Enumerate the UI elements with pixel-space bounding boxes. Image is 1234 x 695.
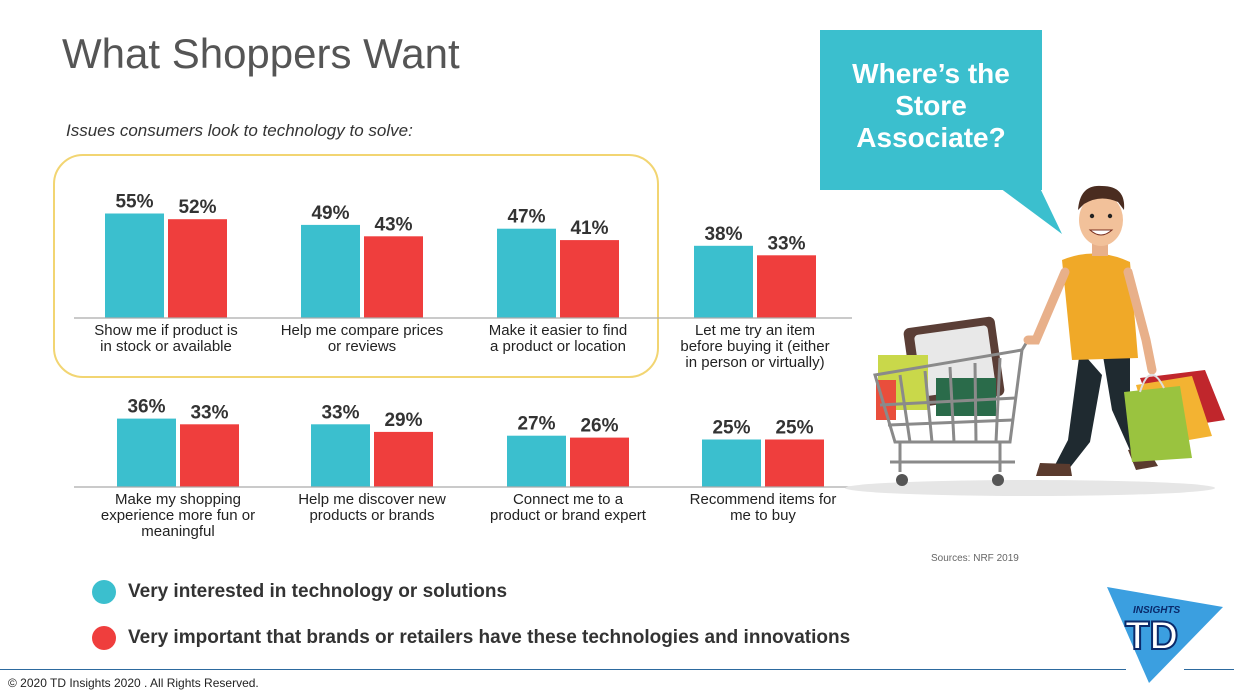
data-label-interested-6: 27% bbox=[517, 414, 555, 435]
bar-interested-5 bbox=[311, 424, 370, 487]
svg-text:TD: TD bbox=[1125, 614, 1178, 658]
data-label-important-1: 43% bbox=[374, 214, 412, 235]
bar-important-4 bbox=[180, 424, 239, 487]
svg-text:INSIGHTS: INSIGHTS bbox=[1133, 605, 1181, 616]
bar-important-5 bbox=[374, 431, 433, 487]
category-label-0-line-0: Show me if product is bbox=[94, 322, 237, 339]
category-label-5-line-1: products or brands bbox=[309, 507, 434, 524]
category-label-3-line-2: in person or virtually) bbox=[685, 354, 824, 371]
bar-important-2 bbox=[560, 240, 619, 318]
category-label-1-line-0: Help me compare prices bbox=[281, 322, 444, 339]
data-label-interested-2: 47% bbox=[507, 207, 545, 228]
bar-important-1 bbox=[364, 236, 423, 318]
category-label-5-line-0: Help me discover new bbox=[298, 491, 446, 508]
bar-interested-0 bbox=[105, 213, 164, 318]
data-label-interested-3: 38% bbox=[704, 224, 742, 245]
data-label-important-6: 26% bbox=[580, 416, 618, 437]
page-title: What Shoppers Want bbox=[62, 30, 460, 77]
category-label-7-line-0: Recommend items for bbox=[690, 491, 837, 508]
legend-label-interested: Very interested in technology or solutio… bbox=[128, 581, 508, 602]
category-label-6-line-1: product or brand expert bbox=[490, 507, 647, 524]
footer-rule-right bbox=[1184, 669, 1234, 670]
legend-item-interested: Very interested in technology or solutio… bbox=[92, 580, 507, 604]
category-label-4-line-1: experience more fun or bbox=[101, 507, 255, 524]
category-label-2-line-0: Make it easier to find bbox=[489, 322, 627, 339]
data-label-interested-5: 33% bbox=[321, 402, 359, 423]
td-insights-logo: INSIGHTS TD bbox=[1107, 587, 1223, 683]
speech-bubble: Where’s the Store Associate? bbox=[820, 30, 1042, 190]
bar-interested-3 bbox=[694, 245, 753, 318]
footer-rule bbox=[0, 669, 1126, 670]
legend-item-important: Very important that brands or retailers … bbox=[92, 626, 850, 650]
bar-important-0 bbox=[168, 219, 227, 318]
data-label-interested-4: 36% bbox=[127, 397, 165, 418]
legend-label-important: Very important that brands or retailers … bbox=[128, 627, 851, 648]
bar-interested-6 bbox=[507, 435, 566, 487]
data-label-interested-0: 55% bbox=[115, 192, 153, 213]
data-label-important-0: 52% bbox=[178, 197, 216, 218]
category-label-3-line-1: before buying it (either bbox=[680, 338, 829, 355]
bar-interested-4 bbox=[117, 418, 176, 487]
bar-interested-2 bbox=[497, 228, 556, 318]
bar-interested-1 bbox=[301, 224, 360, 318]
copyright-footer: © 2020 TD Insights 2020 . All Rights Res… bbox=[8, 676, 259, 690]
chart-subtitle: Issues consumers look to technology to s… bbox=[66, 121, 413, 140]
category-label-2-line-1: a product or location bbox=[490, 338, 626, 355]
legend-dot-teal bbox=[92, 580, 116, 604]
category-label-0-line-1: in stock or available bbox=[100, 338, 232, 355]
category-label-4-line-2: meaningful bbox=[141, 523, 214, 540]
data-label-important-4: 33% bbox=[190, 402, 228, 423]
category-label-6-line-0: Connect me to a bbox=[513, 491, 624, 508]
bar-interested-7 bbox=[702, 439, 761, 487]
speech-bubble-text: Where’s the Store Associate? bbox=[852, 58, 1010, 153]
data-label-important-7: 25% bbox=[775, 418, 813, 439]
bar-important-7 bbox=[765, 439, 824, 487]
data-label-interested-1: 49% bbox=[311, 203, 349, 224]
category-label-7-line-1: me to buy bbox=[730, 507, 796, 524]
data-label-interested-7: 25% bbox=[712, 418, 750, 439]
legend-dot-red bbox=[92, 626, 116, 650]
data-label-important-3: 33% bbox=[767, 233, 805, 254]
category-label-3-line-0: Let me try an item bbox=[695, 322, 815, 339]
category-label-1-line-1: or reviews bbox=[328, 338, 396, 355]
data-label-important-5: 29% bbox=[384, 410, 422, 431]
category-label-4-line-0: Make my shopping bbox=[115, 491, 241, 508]
top-issues-highlight bbox=[53, 154, 659, 378]
bar-important-3 bbox=[757, 255, 816, 318]
data-label-important-2: 41% bbox=[570, 218, 608, 239]
shopper-illustration bbox=[845, 185, 1225, 496]
bar-important-6 bbox=[570, 437, 629, 487]
source-note: Sources: NRF 2019 bbox=[931, 553, 1019, 564]
